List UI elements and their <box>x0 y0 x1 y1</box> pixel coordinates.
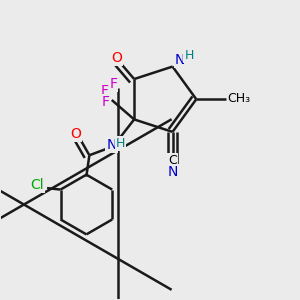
Text: H: H <box>184 49 194 62</box>
Text: Cl: Cl <box>30 178 44 192</box>
Text: F: F <box>109 76 117 91</box>
Text: O: O <box>70 128 81 141</box>
Text: N: N <box>106 138 117 152</box>
Text: C: C <box>168 154 177 167</box>
Text: F: F <box>100 84 108 98</box>
Text: O: O <box>111 51 122 65</box>
Text: N: N <box>175 53 185 67</box>
Text: F: F <box>102 95 110 109</box>
Text: H: H <box>116 137 125 150</box>
Text: CH₃: CH₃ <box>228 92 251 105</box>
Text: N: N <box>167 165 178 179</box>
